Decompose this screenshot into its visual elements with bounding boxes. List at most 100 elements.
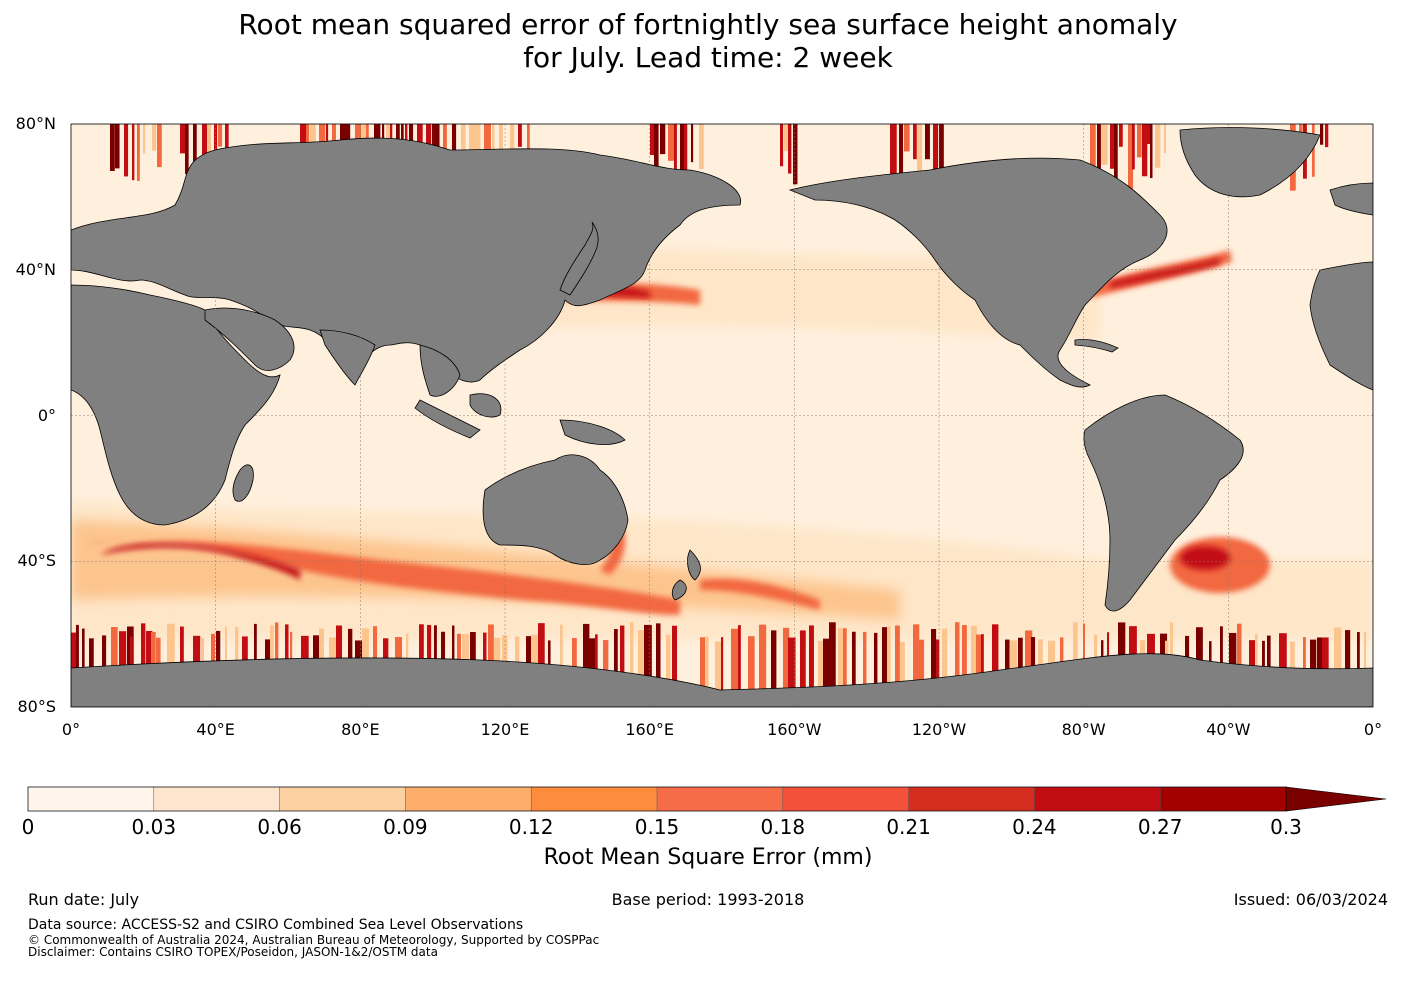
colorbar-tick-label: 0.18 <box>760 815 806 839</box>
greenland <box>1179 127 1321 198</box>
data-source: Data source: ACCESS-S2 and CSIRO Combine… <box>28 917 524 933</box>
australia <box>482 454 629 565</box>
ice-streak <box>784 124 790 151</box>
south-pacific-front <box>700 578 820 610</box>
colorbar-tick-label: 0.21 <box>886 815 931 839</box>
longitude-label: 160°W <box>767 720 822 739</box>
ice-streak <box>452 124 457 174</box>
ice-streak <box>793 124 798 185</box>
colorbar-segment <box>530 786 658 812</box>
ice-streak <box>1097 124 1101 178</box>
ice-streak <box>705 636 709 707</box>
ice-streak <box>492 124 495 169</box>
ice-streak <box>700 637 707 707</box>
ice-streak <box>731 628 739 707</box>
ice-streak <box>432 124 439 149</box>
ice-streak <box>699 124 704 170</box>
ice-streak <box>207 124 212 178</box>
colorbar-segment <box>153 786 281 812</box>
colorbar-tick-label: 0.15 <box>634 815 680 839</box>
ice-streak <box>680 124 685 194</box>
colorbar-segment <box>1159 786 1287 812</box>
ice-streak <box>620 625 625 707</box>
longitude-label: 80°E <box>341 720 380 739</box>
ice-streak <box>925 124 930 160</box>
colorbar-tick-label: 0.06 <box>257 815 302 839</box>
antarctic-current-mid <box>71 520 900 620</box>
ice-streak <box>904 124 910 152</box>
ice-streak <box>202 124 209 158</box>
longitude-label: 120°E <box>480 720 530 739</box>
ice-streak <box>180 124 187 154</box>
ice-streak <box>913 624 920 707</box>
ice-streak <box>829 622 836 707</box>
ice-streak <box>1334 627 1342 707</box>
ice-streak <box>469 124 476 170</box>
longitude-label: 120°W <box>911 720 967 739</box>
colorbar-tick-label: 0.24 <box>1012 815 1057 839</box>
ice-streak <box>672 625 678 707</box>
ice-streak <box>218 124 223 147</box>
ice-streak <box>654 124 659 197</box>
madagascar <box>232 464 254 502</box>
ice-streak <box>1119 124 1123 147</box>
new-guinea <box>559 419 626 445</box>
map-area <box>71 124 1373 707</box>
borneo <box>469 393 502 418</box>
ice-streak <box>674 124 677 190</box>
ice-streak <box>939 124 944 175</box>
longitude-label: 0° <box>61 720 81 739</box>
caribbean-islands <box>1074 339 1119 353</box>
ice-streak <box>783 627 790 707</box>
longitude-label: 0° <box>1363 720 1383 739</box>
latitude-label: 80°S <box>17 697 56 716</box>
ice-streak <box>1101 124 1108 165</box>
ice-streak <box>1150 124 1153 179</box>
longitude-label: 40°E <box>196 720 235 739</box>
ice-streak <box>132 124 135 181</box>
acc-high <box>85 540 680 615</box>
ice-streak <box>656 623 661 707</box>
ice-streak <box>650 124 655 156</box>
ice-streak <box>962 624 967 707</box>
ice-streak <box>76 624 79 707</box>
ice-streak <box>887 626 891 707</box>
ice-streak <box>124 124 129 177</box>
ice-streak <box>332 124 336 156</box>
issued-date: Issued: 06/03/2024 <box>1233 890 1388 909</box>
colorbar-segment <box>908 786 1036 812</box>
colorbar-label: Root Mean Square Error (mm) <box>543 845 873 870</box>
ice-streak <box>638 630 644 707</box>
south-america <box>1083 394 1244 612</box>
ice-streak <box>788 124 792 174</box>
latitude-label: 40°N <box>15 259 56 279</box>
new-zealand-south <box>671 579 687 601</box>
ice-streak <box>185 124 189 175</box>
ice-streak <box>917 124 923 195</box>
ice-streak <box>818 640 825 707</box>
southern-ocean-band <box>71 500 1373 640</box>
graticule <box>71 124 1373 707</box>
colorbar-segment <box>405 786 532 812</box>
ice-streak <box>895 625 900 707</box>
ice-streak <box>843 628 847 707</box>
new-zealand-north <box>687 549 701 581</box>
disclaimer: Disclaimer: Contains CSIRO TOPEX/Poseido… <box>28 945 438 959</box>
ice-streak <box>976 634 983 707</box>
chart-title: Root mean squared error of fortnightly s… <box>0 8 1416 74</box>
africa <box>71 284 281 526</box>
ice-streak <box>931 628 937 707</box>
japan <box>559 221 599 296</box>
ice-streak <box>366 124 369 146</box>
arabia <box>204 307 295 371</box>
ice-streak <box>660 124 666 155</box>
ice-streak <box>852 631 856 707</box>
ice-streak <box>738 625 741 707</box>
colorbar-segment <box>1034 786 1161 812</box>
ice-streak <box>518 124 522 147</box>
ice-streak <box>863 631 867 707</box>
ice-streak <box>933 124 939 197</box>
brazil-malvinas-very-high <box>1180 546 1230 570</box>
colorbar-tick-label: 0.27 <box>1137 815 1183 839</box>
